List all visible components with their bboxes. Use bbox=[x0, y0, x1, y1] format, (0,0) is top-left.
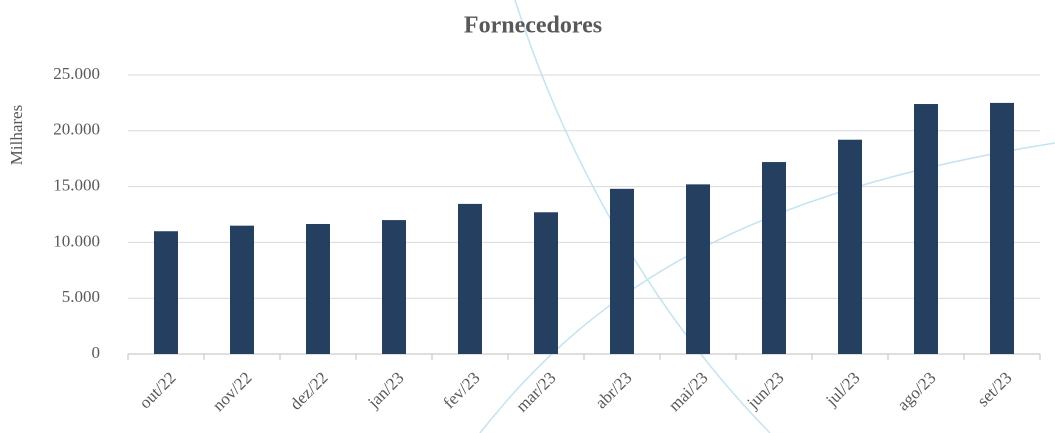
y-tick-label: 20.000 bbox=[53, 120, 100, 139]
bar bbox=[686, 184, 710, 354]
y-tick-label: 0 bbox=[92, 343, 101, 362]
bar bbox=[838, 139, 862, 354]
x-tick-label: jun/23 bbox=[743, 368, 788, 413]
x-tick-label: fev/23 bbox=[439, 368, 483, 412]
x-tick-label: abr/23 bbox=[591, 368, 635, 412]
x-tick-label: ago/23 bbox=[893, 368, 939, 414]
x-tick-label: nov/22 bbox=[209, 368, 256, 415]
bar bbox=[458, 203, 482, 354]
bar bbox=[230, 225, 254, 354]
x-tick-label: jul/23 bbox=[821, 368, 863, 410]
y-tick-label: 5.000 bbox=[62, 287, 100, 306]
bar bbox=[914, 104, 938, 355]
bar bbox=[762, 162, 786, 354]
bar bbox=[990, 102, 1014, 355]
bar bbox=[306, 223, 330, 354]
y-tick-label: 25.000 bbox=[53, 64, 100, 83]
y-axis-label: Milhares bbox=[7, 105, 26, 165]
x-tick-label: dez/22 bbox=[286, 368, 331, 413]
x-tick-label: set/23 bbox=[973, 368, 1015, 410]
y-tick-label: 10.000 bbox=[53, 231, 100, 250]
chart-title: Fornecedores bbox=[464, 13, 602, 39]
bar bbox=[534, 212, 558, 354]
x-tick-label: mar/23 bbox=[512, 368, 559, 415]
bar bbox=[382, 220, 406, 354]
bar bbox=[610, 188, 634, 354]
bar bbox=[154, 231, 178, 354]
x-tick-label: out/22 bbox=[135, 368, 179, 412]
x-tick-label: mai/23 bbox=[665, 368, 712, 415]
x-tick-label: jan/23 bbox=[363, 368, 407, 412]
y-tick-label: 15.000 bbox=[53, 176, 100, 195]
